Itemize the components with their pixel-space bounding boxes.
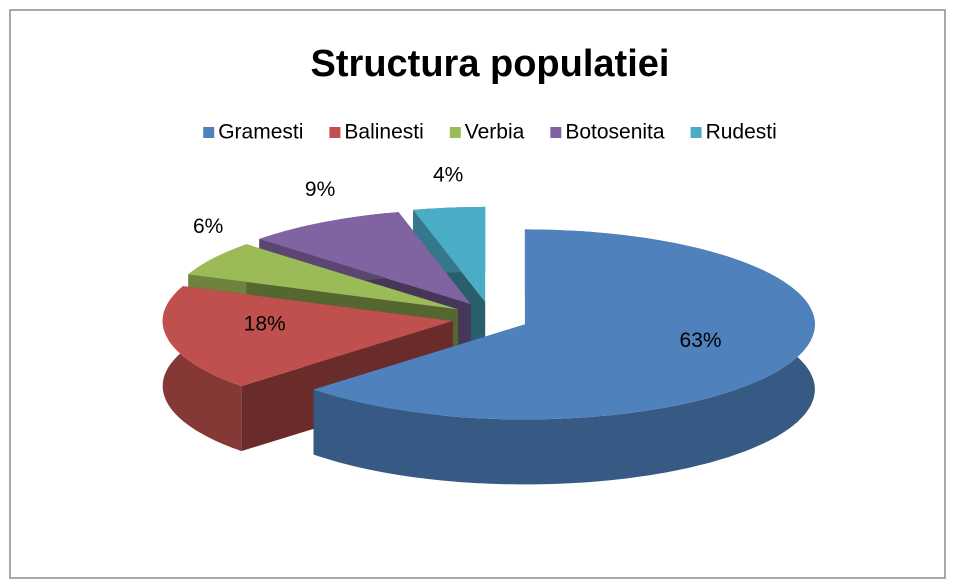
legend-swatch: [203, 127, 215, 138]
data-label: 9%: [305, 178, 335, 201]
legend-label: Verbia: [465, 121, 525, 144]
legend-label: Botosenita: [565, 121, 665, 144]
slice: [188, 244, 458, 310]
legend-swatch: [329, 127, 341, 138]
legend-label: Rudesti: [706, 121, 777, 144]
legend-item: Verbia: [449, 121, 525, 144]
chart-title: Structura populatiei: [311, 43, 670, 85]
legend-item: Rudesti: [690, 121, 777, 144]
legend-swatch: [449, 127, 461, 138]
legend-label: Balinesti: [344, 121, 423, 144]
slice: [313, 229, 815, 485]
legend-item: Botosenita: [550, 121, 665, 144]
data-label: 18%: [244, 312, 286, 335]
data-label: 4%: [433, 163, 463, 186]
legend-item: Balinesti: [329, 121, 424, 144]
slice: [162, 286, 453, 387]
slice: [413, 206, 486, 302]
legend-swatch: [690, 127, 702, 138]
legend-swatch: [550, 127, 562, 138]
slice: [259, 212, 471, 305]
legend-item: Gramesti: [203, 121, 303, 144]
data-label: 6%: [193, 215, 223, 238]
legend-label: Gramesti: [218, 121, 303, 144]
slice: [313, 229, 815, 420]
data-label: 63%: [680, 329, 722, 352]
